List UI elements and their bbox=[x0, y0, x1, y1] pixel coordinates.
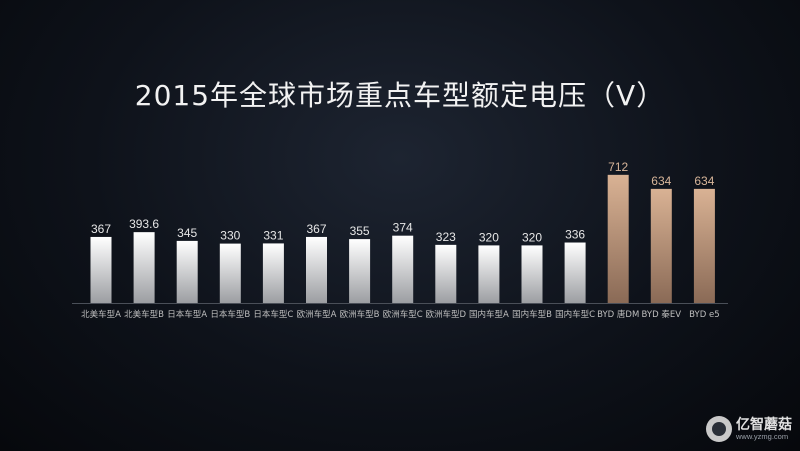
bar-4 bbox=[262, 243, 284, 303]
category-label-0: 北美车型A bbox=[81, 309, 121, 320]
category-label-9: 国内车型A bbox=[469, 309, 509, 320]
bar-2 bbox=[176, 240, 198, 303]
bar-5 bbox=[306, 236, 327, 303]
bar-14 bbox=[693, 188, 715, 303]
bar-12 bbox=[607, 174, 629, 303]
value-label-11: 336 bbox=[565, 228, 585, 242]
value-label-2: 345 bbox=[177, 226, 197, 240]
value-label-10: 320 bbox=[522, 230, 542, 244]
value-label-3: 330 bbox=[220, 229, 240, 243]
category-label-6: 欧洲车型B bbox=[340, 309, 380, 320]
value-label-0: 367 bbox=[91, 222, 111, 236]
value-label-6: 355 bbox=[350, 224, 370, 238]
value-label-5: 367 bbox=[306, 222, 326, 236]
category-label-4: 日本车型C bbox=[253, 309, 293, 320]
bar-10 bbox=[521, 245, 543, 303]
value-label-12: 712 bbox=[608, 160, 628, 174]
category-label-7: 欧洲车型C bbox=[383, 309, 423, 320]
bar-0 bbox=[90, 236, 112, 303]
bar-3 bbox=[219, 243, 241, 303]
category-label-10: 国内车型B bbox=[512, 309, 552, 320]
watermark-name: 亿智蘑菇 bbox=[736, 417, 792, 433]
category-label-13: BYD 秦EV bbox=[642, 309, 682, 320]
value-label-13: 634 bbox=[651, 174, 671, 188]
mushroom-logo-icon bbox=[706, 416, 732, 442]
category-label-2: 日本车型A bbox=[167, 309, 207, 320]
value-label-7: 374 bbox=[393, 221, 413, 235]
bar-13 bbox=[650, 188, 672, 303]
category-label-14: BYD e5 bbox=[689, 310, 719, 320]
category-label-3: 日本车型B bbox=[210, 309, 250, 320]
watermark: 亿智蘑菇 www.yzmg.com bbox=[706, 413, 796, 445]
chart-title: 2015年全球市场重点车型额定电压（V） bbox=[134, 79, 666, 112]
bar-8 bbox=[435, 244, 457, 303]
bar-6 bbox=[349, 239, 371, 303]
value-label-9: 320 bbox=[479, 230, 499, 244]
category-label-5: 欧洲车型A bbox=[297, 309, 337, 320]
category-label-11: 国内车型C bbox=[555, 309, 595, 320]
bar-9 bbox=[478, 245, 500, 303]
value-label-1: 393.6 bbox=[129, 217, 159, 231]
value-label-4: 331 bbox=[263, 228, 283, 242]
bar-7 bbox=[392, 235, 414, 303]
bar-11 bbox=[564, 242, 586, 303]
bar-1 bbox=[133, 232, 155, 303]
watermark-url: www.yzmg.com bbox=[736, 432, 789, 441]
category-label-1: 北美车型B bbox=[124, 309, 164, 320]
category-label-8: 欧洲车型D bbox=[426, 309, 467, 320]
value-label-14: 634 bbox=[694, 174, 714, 188]
category-label-12: BYD 唐DM bbox=[597, 309, 639, 320]
value-label-8: 323 bbox=[436, 230, 456, 244]
